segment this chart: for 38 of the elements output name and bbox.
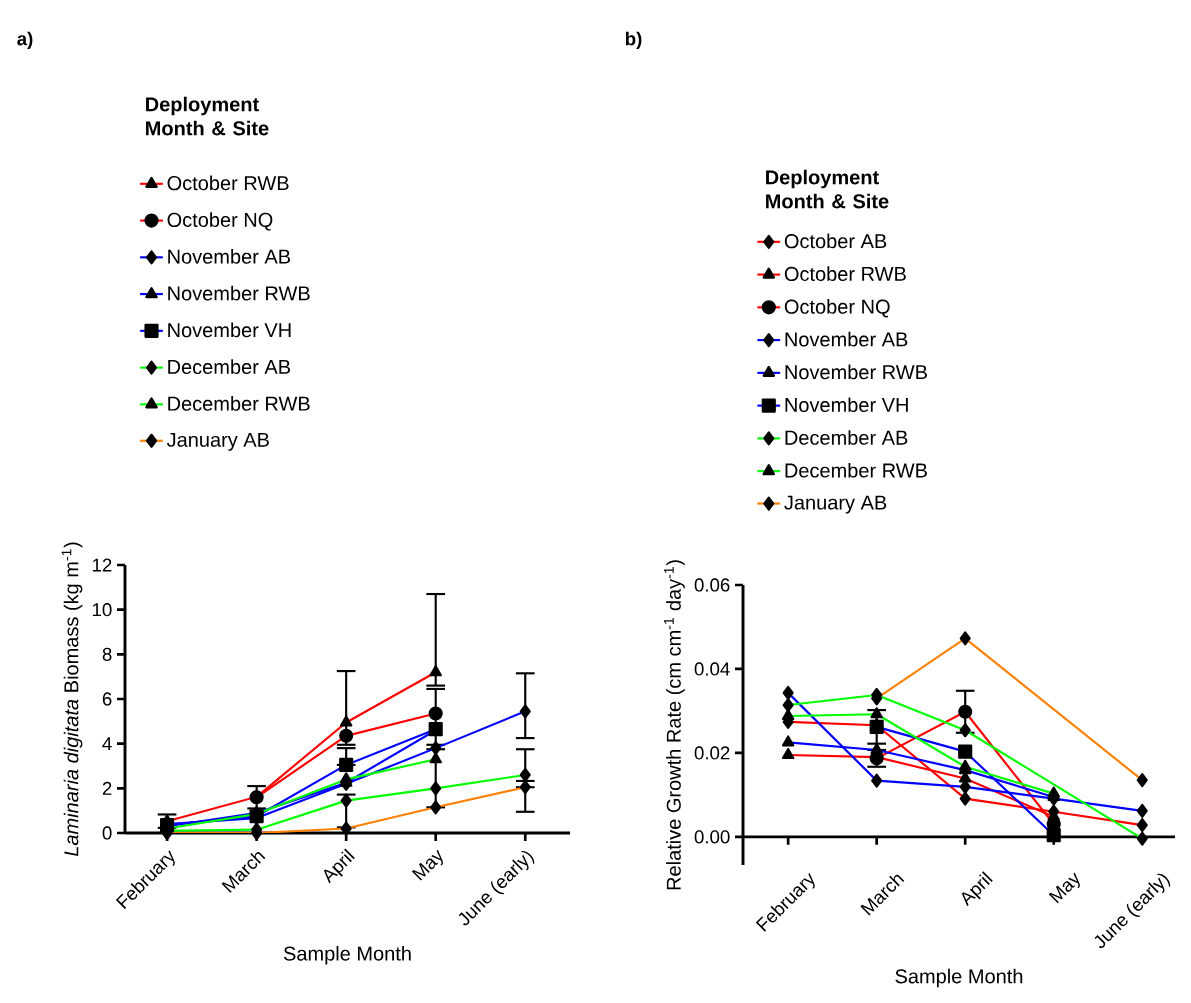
legend-label: October RWB	[167, 175, 289, 191]
legend-label: January AB	[166, 432, 269, 451]
legend-label: November AB	[168, 249, 291, 264]
y-tick-label: 0.06	[694, 578, 730, 592]
y-tick-label: 12	[92, 558, 112, 572]
y-tick-label: 0.02	[694, 746, 730, 760]
legend-label: December AB	[168, 359, 291, 375]
legend-label: November RWB	[785, 364, 927, 380]
legend-label: November AB	[785, 331, 908, 347]
x-axis-title: Sample Month	[283, 945, 411, 965]
legend-title: Deployment Month & Site	[146, 96, 269, 136]
y-tick-label: 6	[102, 692, 112, 706]
chart-title: b)	[625, 31, 642, 50]
y-tick-label: 0	[102, 826, 112, 840]
legend-label: November VH	[168, 322, 291, 338]
legend-label: January AB	[784, 495, 887, 514]
legend-label: October AB	[784, 233, 887, 249]
x-axis-title: Sample Month	[895, 968, 1023, 988]
legend-label: December RWB	[785, 462, 927, 478]
legend-label: December RWB	[168, 396, 310, 411]
legend-label: November VH	[785, 397, 908, 413]
y-tick-label: 8	[102, 647, 112, 661]
y-tick-label: 4	[102, 737, 112, 751]
y-axis-title: Relative Growth Rate (cm cm$^{-1}$ day$^{-1}$)	[664, 560, 685, 890]
y-axis-title: Laminaria digitata Biomass (kg m$^{-1}$)	[61, 542, 83, 857]
legend-label: October NQ	[784, 299, 890, 318]
y-tick-label: 0.04	[694, 662, 730, 676]
y-tick-label: 10	[92, 603, 112, 617]
legend-label: October NQ	[167, 212, 273, 231]
legend-label: November RWB	[168, 285, 310, 301]
legend-label: December AB	[785, 430, 908, 445]
x-tick-label: May	[411, 849, 443, 881]
legend-label: October RWB	[784, 266, 906, 282]
x-tick-label: May	[1048, 872, 1080, 904]
y-tick-label: 0.00	[694, 830, 730, 844]
legend-title: Deployment Month & Site	[766, 169, 889, 209]
y-tick-label: 2	[102, 781, 112, 795]
chart-title: a)	[17, 31, 33, 50]
